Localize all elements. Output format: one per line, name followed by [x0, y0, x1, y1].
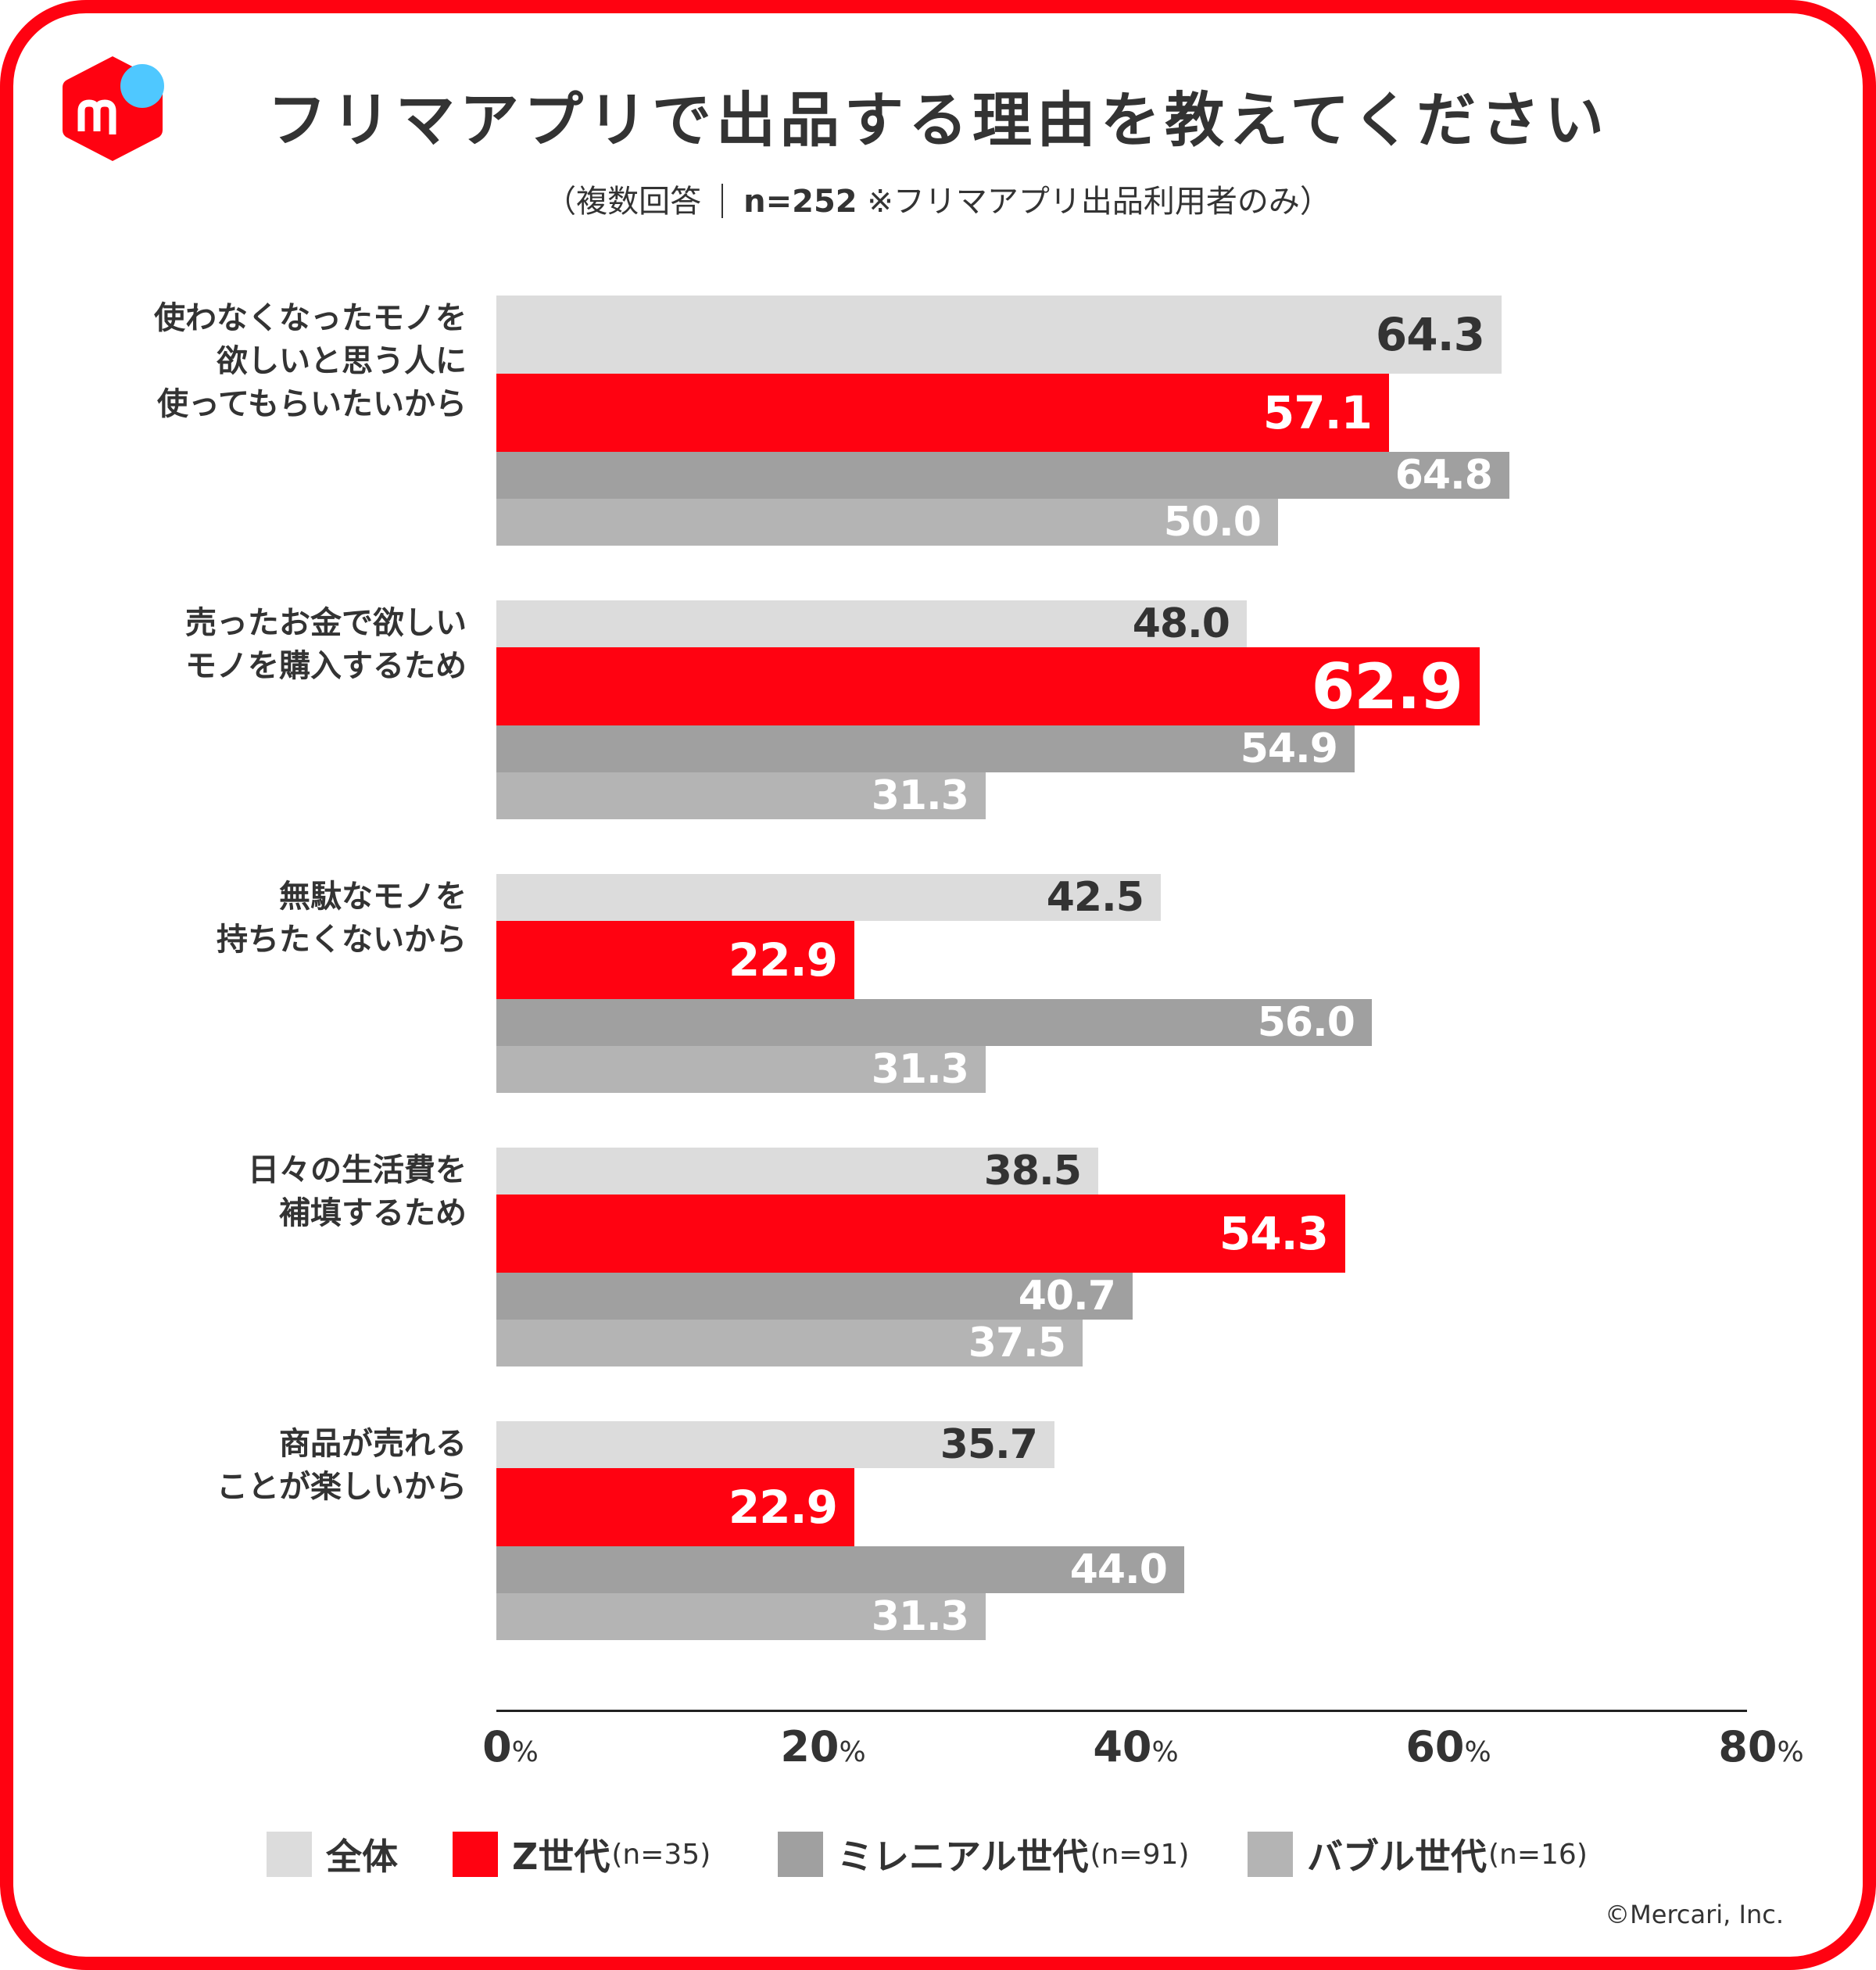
legend-label: Z世代: [512, 1836, 610, 1878]
category-label: 日々の生活費を 補填するため: [248, 1152, 467, 1231]
data-label: 62.9: [1311, 650, 1463, 723]
data-label: 31.3: [871, 1593, 969, 1640]
data-label: 56.0: [1257, 999, 1355, 1046]
tick-value: 20: [780, 1722, 840, 1771]
legend-label: 全体: [326, 1836, 398, 1878]
tick-suffix: %: [1464, 1736, 1491, 1768]
legend-sample-size: (n=91): [1090, 1838, 1190, 1871]
bar-millennial: 54.9: [496, 725, 1355, 772]
bar-bubble: 31.3: [496, 772, 986, 819]
data-label: 44.0: [1069, 1546, 1168, 1593]
subtitle-separator: [721, 184, 724, 218]
bar-bubble: 31.3: [496, 1046, 986, 1093]
bar-millennial: 64.8: [496, 452, 1509, 499]
copyright: ©Mercari, Inc.: [1605, 1900, 1784, 1929]
tick-value: 80: [1718, 1722, 1778, 1771]
x-tick-label: 80%: [1683, 1720, 1839, 1780]
bar-millennial: 56.0: [496, 999, 1372, 1046]
category-label: 使わなくなったモノを 欲しいと思う人に 使ってもらいたいから: [154, 300, 467, 422]
bar-all: 42.5: [496, 874, 1161, 921]
bar-bubble: 31.3: [496, 1593, 986, 1640]
category-label: 商品が売れる ことが楽しいから: [217, 1426, 467, 1505]
tick-suffix: %: [1777, 1736, 1804, 1768]
data-label: 35.7: [940, 1421, 1038, 1468]
data-label: 64.3: [1375, 308, 1485, 361]
data-label: 37.5: [968, 1320, 1066, 1366]
data-label: 38.5: [983, 1148, 1082, 1195]
x-tick-label: 40%: [1058, 1720, 1214, 1780]
bar-bubble: 37.5: [496, 1320, 1083, 1366]
x-tick-label: 20%: [745, 1720, 901, 1780]
data-label: 54.3: [1219, 1207, 1329, 1260]
data-label: 64.8: [1394, 452, 1493, 499]
chart-subtitle: （複数回答 n=252 ※フリマアプリ出品利用者のみ）: [0, 178, 1876, 225]
bar-all: 48.0: [496, 600, 1247, 647]
tick-suffix: %: [1151, 1736, 1179, 1768]
bar-all: 64.3: [496, 296, 1502, 374]
legend-item-z-gen: Z世代 (n=35): [453, 1832, 711, 1878]
legend-swatch: [778, 1832, 823, 1877]
subtitle-note: ※フリマアプリ出品利用者のみ）: [857, 184, 1331, 220]
data-label: 57.1: [1262, 386, 1373, 439]
mercari-logo-icon: [63, 56, 164, 161]
legend-swatch: [453, 1832, 498, 1877]
legend-label: ミレニアル世代: [837, 1836, 1089, 1878]
legend-sample-size: (n=16): [1488, 1838, 1588, 1871]
bar-all: 35.7: [496, 1421, 1054, 1468]
tick-value: 0: [482, 1722, 512, 1771]
legend-item-all: 全体: [267, 1832, 398, 1878]
data-label: 54.9: [1240, 725, 1338, 772]
bar-z-gen: 22.9: [496, 921, 854, 999]
sample-size: n=252: [743, 184, 857, 220]
bar-bubble: 50.0: [496, 499, 1278, 546]
chart-title: フリマアプリで出品する理由を教えてください: [267, 85, 1609, 155]
legend-item-bubble: バブル世代 (n=16): [1248, 1832, 1588, 1878]
bar-z-gen: 57.1: [496, 374, 1389, 452]
data-label: 42.5: [1046, 874, 1144, 921]
x-tick-label: 60%: [1370, 1720, 1527, 1780]
data-label: 50.0: [1163, 499, 1262, 546]
data-label: 31.3: [871, 1046, 969, 1093]
bar-millennial: 40.7: [496, 1273, 1133, 1320]
legend-swatch: [267, 1832, 312, 1877]
x-tick-label: 0%: [432, 1720, 589, 1780]
bar-z-gen: 62.9: [496, 647, 1480, 725]
x-axis-line: [496, 1710, 1747, 1712]
legend-sample-size: (n=35): [611, 1838, 711, 1871]
legend-item-millennial: ミレニアル世代 (n=91): [778, 1832, 1190, 1878]
subtitle-prefix: （複数回答: [545, 184, 702, 220]
tick-value: 40: [1093, 1722, 1152, 1771]
data-label: 22.9: [728, 1481, 838, 1534]
data-label: 31.3: [871, 772, 969, 819]
bar-z-gen: 22.9: [496, 1468, 854, 1546]
category-label: 無駄なモノを 持ちたくないから: [217, 879, 467, 958]
data-label: 22.9: [728, 933, 838, 987]
data-label: 48.0: [1132, 600, 1230, 647]
category-label: 売ったお金で欲しい モノを購入するため: [185, 605, 467, 684]
legend-swatch: [1248, 1832, 1293, 1877]
bar-all: 38.5: [496, 1148, 1098, 1195]
bar-millennial: 44.0: [496, 1546, 1184, 1593]
bar-z-gen: 54.3: [496, 1195, 1345, 1273]
legend-label: バブル世代: [1307, 1836, 1487, 1878]
tick-suffix: %: [839, 1736, 866, 1768]
tick-suffix: %: [511, 1736, 539, 1768]
data-label: 40.7: [1018, 1273, 1116, 1320]
tick-value: 60: [1405, 1722, 1465, 1771]
